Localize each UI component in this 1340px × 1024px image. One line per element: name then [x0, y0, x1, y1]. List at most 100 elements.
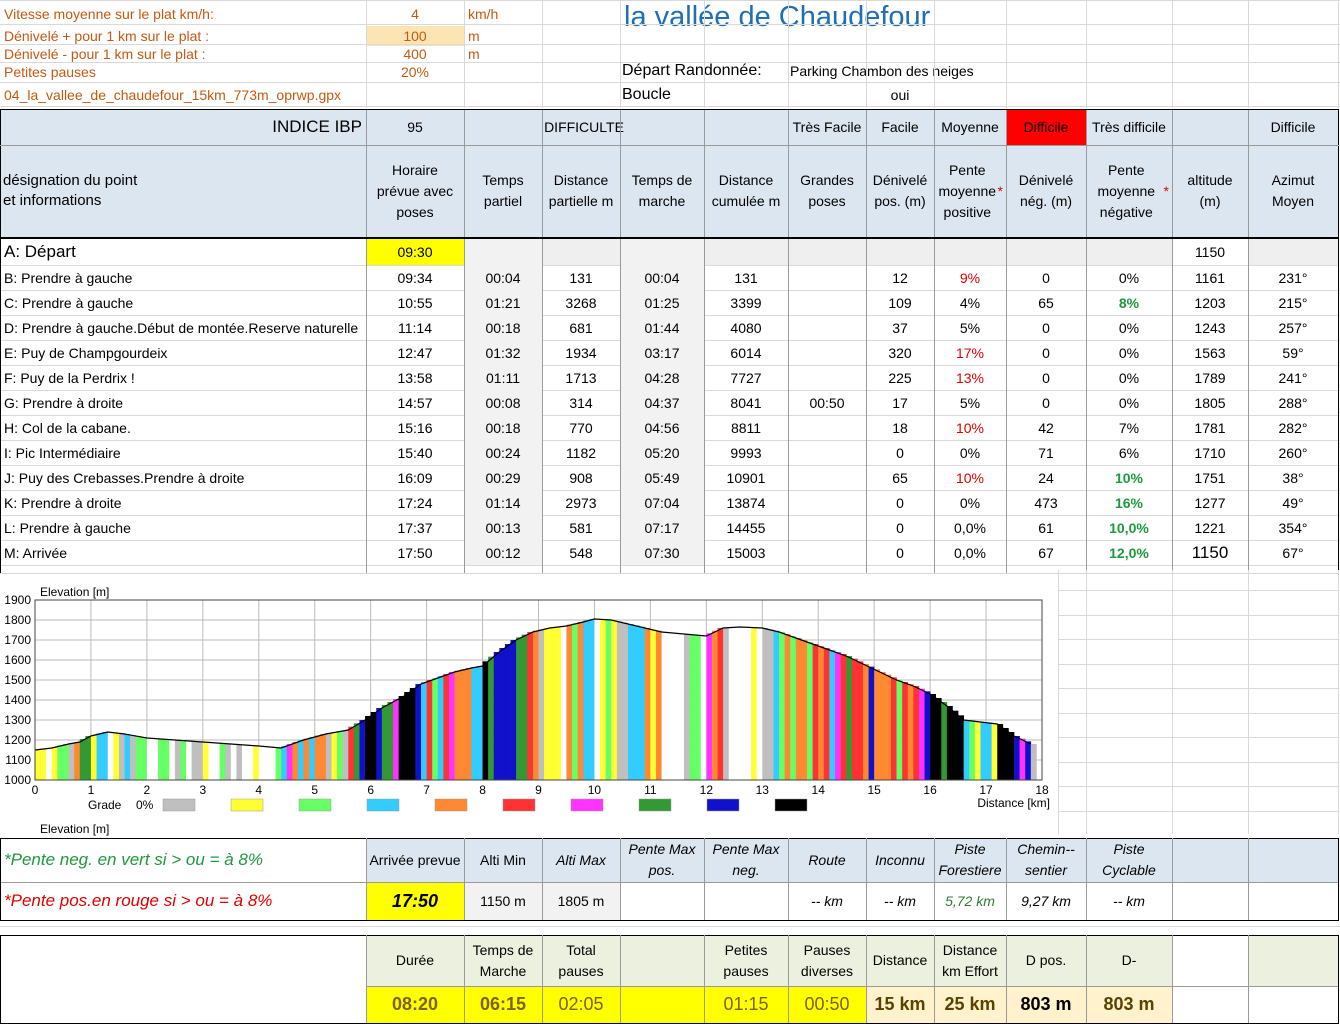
- table-cell-tp: 00:08: [464, 390, 542, 415]
- table-cell-tm: 07:30: [620, 540, 704, 565]
- chart-xtick: 8: [479, 783, 486, 797]
- boucle-value[interactable]: oui: [890, 87, 910, 103]
- gridline: [1058, 663, 1338, 665]
- table-cell-name[interactable]: B: Prendre à gauche: [4, 269, 133, 286]
- table-cell-name[interactable]: K: Prendre à droite: [4, 494, 122, 511]
- table-border: [0, 145, 1339, 146]
- chart-grade-stripe: [695, 635, 702, 780]
- table-cell-horaire[interactable]: 13:58: [397, 369, 433, 386]
- table-cell-horaire[interactable]: 12:47: [397, 344, 433, 361]
- chart-grade-stripe: [622, 622, 629, 780]
- summary2-header: D-: [1086, 935, 1172, 986]
- note-positive-slope: *Pente pos.en rouge si > ou = à 8%: [4, 891, 273, 910]
- param-value[interactable]: 4: [411, 6, 419, 22]
- param-value[interactable]: 20%: [400, 64, 430, 80]
- chart-grade-stripe: [152, 738, 159, 780]
- table-cell-horaire[interactable]: 17:50: [397, 544, 433, 561]
- ibp-value[interactable]: 95: [407, 119, 423, 135]
- table-cell-horaire[interactable]: 09:30: [366, 239, 464, 265]
- chart-grade-stripe: [342, 730, 349, 780]
- table-cell-horaire[interactable]: 16:09: [397, 469, 433, 486]
- chart-grade-stripe: [113, 732, 120, 780]
- table-cell-name[interactable]: A: Départ: [4, 242, 76, 261]
- table-cell-az: 257°: [1278, 319, 1308, 336]
- table-cell-name[interactable]: D: Prendre à gauche.Début de montée.Rese…: [4, 319, 359, 336]
- table-cell-az: 231°: [1278, 269, 1308, 286]
- chart-grade-stripe: [180, 740, 187, 780]
- chart-grade-stripe: [807, 642, 813, 780]
- chart-grade-stripe: [79, 739, 86, 780]
- page-title[interactable]: la vallée de Chaudefour: [624, 0, 931, 33]
- column-border: [1086, 109, 1087, 573]
- chart-ytick: 1300: [4, 713, 31, 727]
- table-cell-dc: 13874: [726, 494, 766, 511]
- chart-grade-stripe: [958, 715, 964, 780]
- table-cell-horaire[interactable]: 17:24: [397, 494, 433, 511]
- table-cell-horaire[interactable]: 15:16: [397, 419, 433, 436]
- table-cell-horaire[interactable]: 14:57: [397, 394, 433, 411]
- table-cell-dneg: 0: [1042, 344, 1050, 361]
- chart-grade-stripe: [829, 650, 836, 780]
- chart-grade-stripe: [432, 678, 439, 780]
- summary-border: [366, 935, 367, 1023]
- summary-border: [788, 935, 789, 1023]
- difficulty-level: Moyenne: [941, 119, 999, 135]
- chart-grade-stripe: [913, 686, 920, 780]
- summary-border: [366, 838, 367, 920]
- gpx-filename[interactable]: 04_la_vallee_de_chaudefour_15km_773m_opr…: [4, 87, 342, 103]
- gridline: [1058, 639, 1338, 640]
- param-value[interactable]: 100: [366, 26, 464, 46]
- table-cell-horaire[interactable]: 11:14: [398, 319, 432, 336]
- table-cell-horaire[interactable]: 09:34: [397, 269, 433, 286]
- chart-xtick: 9: [535, 783, 542, 797]
- chart-grade-stripe: [751, 627, 757, 780]
- table-cell-dc: 9993: [730, 444, 762, 461]
- table-cell-name[interactable]: F: Puy de la Perdrix !: [4, 369, 135, 386]
- chart-plot-border: [34, 599, 1043, 781]
- chart-grade-stripe: [756, 627, 763, 780]
- chart-grade-stripe: [963, 720, 970, 780]
- table-cell-dneg: 473: [1034, 494, 1058, 511]
- chart-grade-stripe: [779, 632, 785, 780]
- chart-grade-stripe: [325, 733, 332, 780]
- gridline: [1058, 590, 1338, 591]
- table-cell-name[interactable]: I: Pic Intermédiaire: [4, 444, 121, 461]
- chart-grade-stripe: [946, 706, 953, 780]
- param-label: Vitesse moyenne sur le plat km/h:: [4, 6, 214, 22]
- chart-grade-stripe: [862, 664, 869, 780]
- table-cell-dpos: 17: [892, 394, 908, 411]
- table-cell-tp: [464, 239, 542, 265]
- depart-value[interactable]: Parking Chambon des neiges: [790, 63, 974, 79]
- chart-ylabel: Elevation [m]: [40, 585, 109, 599]
- table-cell-horaire[interactable]: 10:55: [397, 294, 433, 311]
- gridline: [1058, 737, 1338, 738]
- chart-grade-stripe: [124, 734, 131, 780]
- chart-grade-stripe: [314, 735, 321, 780]
- table-cell-name[interactable]: M: Arrivée: [4, 544, 68, 561]
- chart-grade-stripe: [902, 682, 909, 780]
- chart-grade-stripe: [219, 743, 226, 780]
- table-cell-name[interactable]: E: Puy de Champgourdeix: [4, 344, 168, 361]
- table-cell-dp: 908: [569, 469, 593, 486]
- table-cell-name[interactable]: L: Prendre à gauche: [4, 519, 131, 536]
- table-cell-name[interactable]: G: Prendre à droite: [4, 394, 124, 411]
- table-cell-ppos: [934, 239, 1006, 265]
- summary-border: [1172, 935, 1173, 1023]
- summary2-value: 01:15: [704, 986, 788, 1023]
- param-value[interactable]: 400: [403, 46, 427, 62]
- table-cell-dpos: [866, 239, 934, 265]
- table-cell-az: 215°: [1278, 294, 1308, 311]
- summary1-value: 1805 m: [542, 882, 620, 920]
- column-header-azimut: Azimut Moyen: [1271, 172, 1315, 209]
- gridline: [0, 106, 1340, 107]
- table-cell-name[interactable]: J: Puy des Crebasses.Prendre à droite: [4, 469, 245, 486]
- chart-grade-stripe: [348, 726, 355, 780]
- table-cell-name[interactable]: H: Col de la cabane.: [4, 419, 131, 436]
- table-cell-horaire[interactable]: 17:37: [397, 519, 433, 536]
- table-cell-dp: 681: [569, 319, 593, 336]
- chart-grade-stripe: [74, 742, 81, 780]
- table-cell-horaire[interactable]: 15:40: [397, 444, 433, 461]
- table-cell-name[interactable]: C: Prendre à gauche: [4, 294, 134, 311]
- table-cell-dpos: 109: [888, 294, 912, 311]
- column-border: [866, 109, 867, 573]
